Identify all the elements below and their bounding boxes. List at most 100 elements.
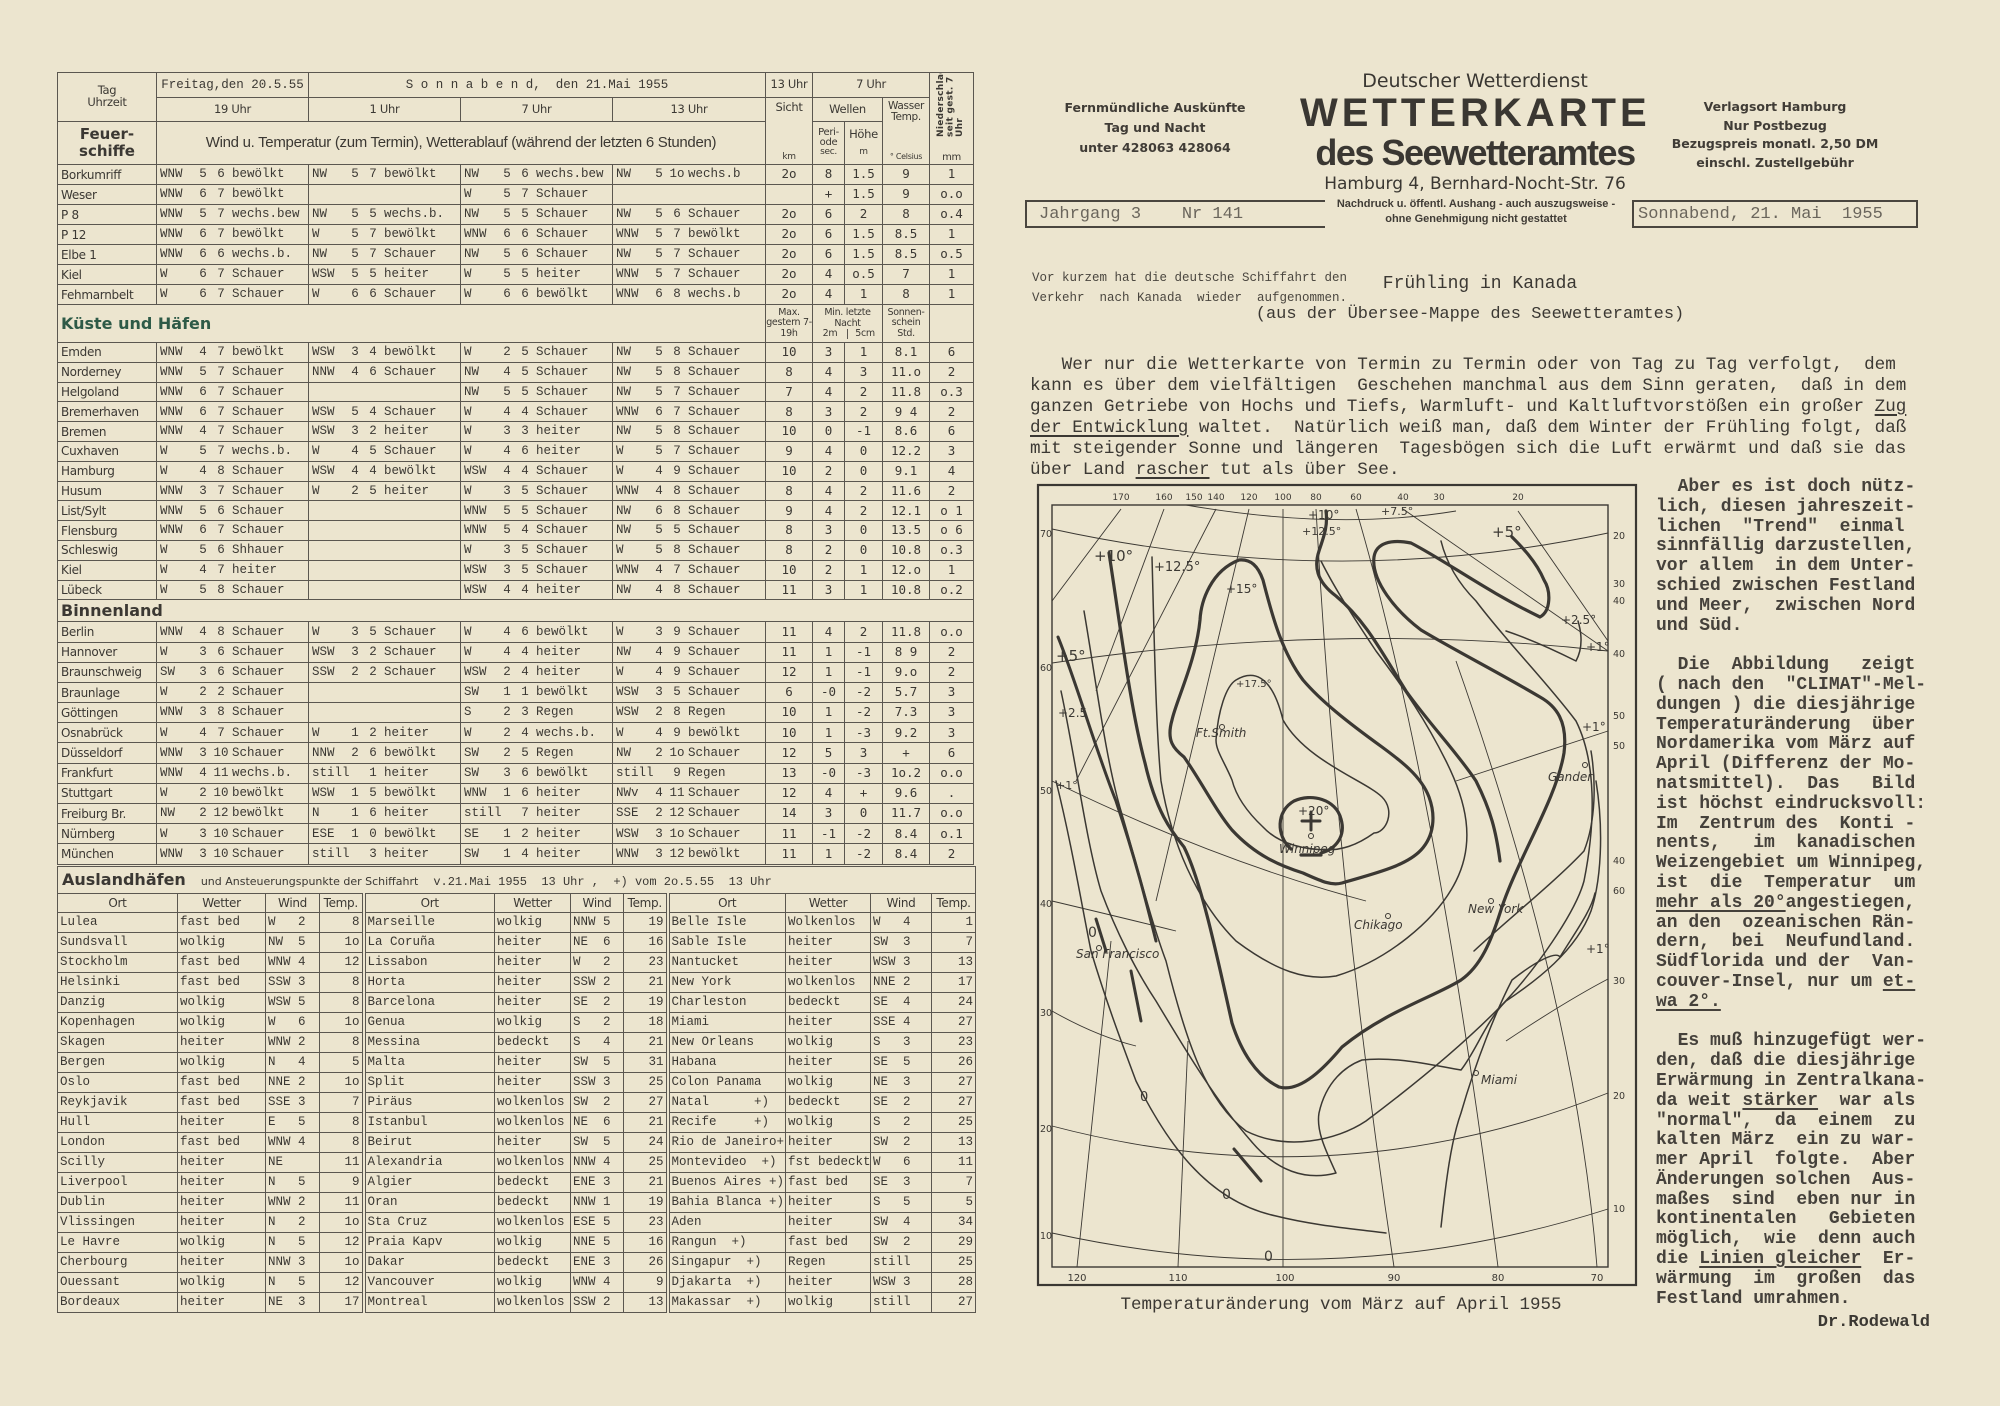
observation: NW 5 8 Schauer xyxy=(611,342,767,363)
observation: WNW 3 8 Schauer xyxy=(156,702,309,724)
latitude-tick-label: 40 xyxy=(1613,596,1625,607)
weather: Schauer xyxy=(688,685,741,700)
weather: bewölkt xyxy=(232,345,285,360)
header-friday: Freitag,den 20.5.55 xyxy=(156,72,309,98)
wind-force: 5 xyxy=(503,503,511,518)
observation: WNW 4 7 bewölkt xyxy=(156,342,309,363)
weather: Schauer xyxy=(536,463,589,478)
port-weather: wolkig xyxy=(177,1012,266,1034)
weather: bewölkt xyxy=(688,227,741,242)
city-marker xyxy=(1473,1070,1479,1076)
port-weather: wolkenlos xyxy=(494,1112,571,1134)
weather: Schauer xyxy=(232,685,285,700)
weather: bewölkt xyxy=(384,786,437,801)
temperature: 7 xyxy=(217,187,225,202)
temperature: 5 xyxy=(673,523,681,538)
longitude-tick-label: 110 xyxy=(1168,1273,1187,1284)
column-line: sinnfällig darzustellen, xyxy=(1656,536,1916,557)
port-weather: heiter xyxy=(785,1272,871,1294)
observation xyxy=(308,579,461,601)
port-temp: 9 xyxy=(623,1272,668,1294)
wind-force: 5 xyxy=(655,267,663,282)
underlined-text: mehr als 20° xyxy=(1656,892,1786,913)
port-temp: 17 xyxy=(930,972,977,994)
weather: Schauer xyxy=(688,207,741,222)
weather: Schauer xyxy=(536,562,589,577)
column-header: Ort xyxy=(361,892,495,914)
table-row: Weser WNW 6 7 bewölkt W 5 7 Schauer +1.5 9 o.o xyxy=(57,184,975,205)
column-line: Erwärmung in Zentralkana- xyxy=(1656,1070,1927,1091)
column-line: lichen "Trend" einmal xyxy=(1656,516,1905,537)
temperature: 7 xyxy=(521,187,529,202)
port-wind: W 6 xyxy=(265,1012,320,1034)
port-name: Istanbul xyxy=(361,1112,495,1134)
observation: NW 4 5 Schauer xyxy=(460,361,613,383)
value-cell: 6 xyxy=(812,244,846,265)
wind-force: 5 xyxy=(351,207,359,222)
observation: W 5 5 heiter xyxy=(460,264,613,285)
isotherm-label: +7.5° xyxy=(1381,505,1413,518)
port-temp: 8 xyxy=(319,992,364,1014)
observation: W 2 5 Schauer xyxy=(460,342,613,363)
latitude-tick-label: 60 xyxy=(1613,886,1625,897)
port-name: Le Havre xyxy=(57,1232,178,1254)
header-height: Höhe m xyxy=(844,120,884,166)
weather: wechs.b. xyxy=(232,766,293,781)
value-cell: . xyxy=(929,782,975,805)
text-segment: mit steigender Sonne und längeren Tagesb… xyxy=(1030,438,1907,459)
observation: WNW 6 7 bewölkt xyxy=(156,224,309,245)
observation: W 4 6 heiter xyxy=(460,440,613,462)
observation: WSW 3 4 bewölkt xyxy=(308,342,461,363)
temperature: 7 xyxy=(217,424,225,439)
wind-force: 6 xyxy=(655,287,663,302)
wind-direction: still xyxy=(616,766,654,781)
city-marker xyxy=(1582,762,1588,768)
column-line: Nordamerika vom März auf xyxy=(1656,734,1916,755)
latitude-tick-label: 40 xyxy=(1613,856,1625,867)
port-name: Sta Cruz xyxy=(361,1212,495,1234)
wind-force: 4 xyxy=(351,364,359,379)
issue-date: Sonnabend, 21. Mai 1955 xyxy=(1638,205,1883,224)
port-weather: fast bed xyxy=(177,1132,266,1154)
weather: Schauer xyxy=(232,523,285,538)
temperature: 12 xyxy=(213,806,229,821)
port-temp: 5 xyxy=(319,1052,364,1074)
temperature: 5 xyxy=(521,207,529,222)
observation xyxy=(308,381,461,403)
observation: WNW 6 7 Schauer xyxy=(156,520,309,541)
value-cell: 12 xyxy=(765,782,814,805)
port-temp: 11 xyxy=(319,1152,364,1174)
port-wind: NE 3 xyxy=(265,1292,320,1314)
header-13uhr: 13 Uhr xyxy=(765,72,814,98)
observation: WSW 3 5 Schauer xyxy=(460,559,613,581)
wind-direction: W xyxy=(464,624,472,639)
value-cell: 10.8 xyxy=(882,579,931,601)
weather: Schauer xyxy=(688,826,741,841)
table-row: Kiel W 6 7 Schauer WSW 5 5 heiter W 5 5 heiter WNW 5 7 S… xyxy=(57,264,975,285)
wind-direction: NW xyxy=(464,384,480,399)
port-name: Makassar +) xyxy=(665,1292,786,1314)
column-line: natsmittel). Das Bild xyxy=(1656,773,1916,794)
wind-force: 6 xyxy=(503,227,511,242)
port-temp: 27 xyxy=(930,1072,977,1094)
port-name: Vlissingen xyxy=(57,1212,178,1234)
latitude-tick-label: 50 xyxy=(1040,786,1052,797)
observation: WNW 3 10 Schauer xyxy=(156,742,309,764)
temperature: 9 xyxy=(673,665,681,680)
value-cell: 10 xyxy=(765,460,814,482)
table-row: Stuttgart W 2 10 bewölkt WSW 1 5 bewölkt WNW 1 6 hei… xyxy=(57,782,975,805)
value-cell: 2 xyxy=(929,661,975,683)
temperature: 8 xyxy=(217,582,225,597)
observation: WSW 2 8 Regen xyxy=(611,702,767,724)
wind-force: 3 xyxy=(655,624,663,639)
observation: NNW 2 6 bewölkt xyxy=(308,742,461,764)
wind-direction: WNW xyxy=(464,786,487,801)
isotherm-label: +2.5° xyxy=(1561,613,1596,627)
temperature: 7 xyxy=(217,345,225,360)
isotherm-label: +17.5° xyxy=(1236,679,1272,690)
temperature: 9 xyxy=(673,766,681,781)
observation: NW 5 7 Schauer xyxy=(308,244,461,265)
station-name: Braunschweig xyxy=(57,661,157,683)
wind-force: 4 xyxy=(351,444,359,459)
weather: bewölkt xyxy=(384,463,437,478)
